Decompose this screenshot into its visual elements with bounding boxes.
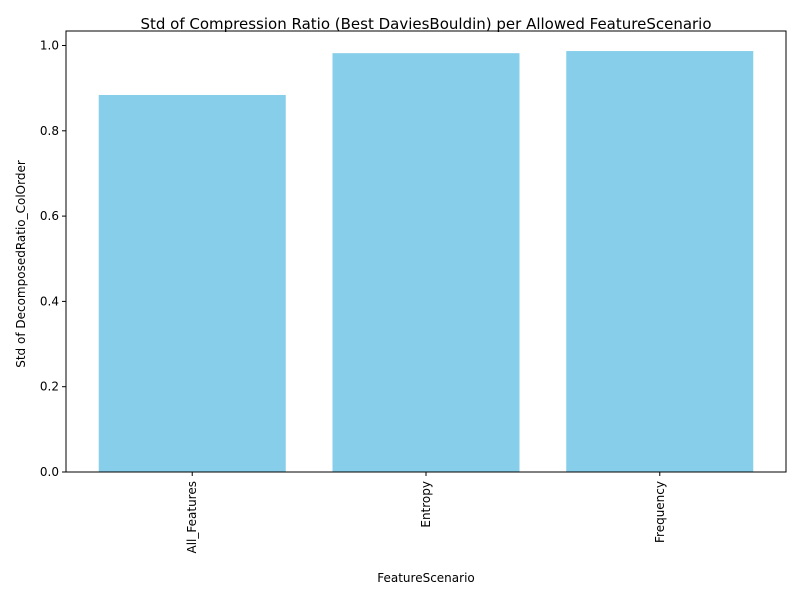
x-tick-label: Frequency <box>653 481 667 543</box>
x-axis-label: FeatureScenario <box>377 571 475 585</box>
bar-frequency <box>566 51 754 473</box>
x-tick-label: All_Features <box>185 481 199 553</box>
y-tick-label: 0.8 <box>40 124 59 138</box>
y-tick-label: 1.0 <box>40 39 59 53</box>
chart-title: Std of Compression Ratio (Best DaviesBou… <box>140 15 711 33</box>
bar-entropy <box>332 53 520 473</box>
bar-all-features <box>98 94 286 472</box>
y-tick-label: 0.0 <box>40 465 59 479</box>
y-tick-label: 0.6 <box>40 209 59 223</box>
y-axis-label: Std of DecomposedRatio_ColOrder <box>14 160 28 368</box>
y-tick-label: 0.2 <box>40 380 59 394</box>
ticks-layer: 0.0 0.2 0.4 0.6 0.8 1.0 All_Features Entropy Fre… <box>40 39 667 554</box>
bars-layer <box>98 51 754 473</box>
x-tick-label: Entropy <box>419 481 433 528</box>
y-tick-label: 0.4 <box>40 294 59 308</box>
